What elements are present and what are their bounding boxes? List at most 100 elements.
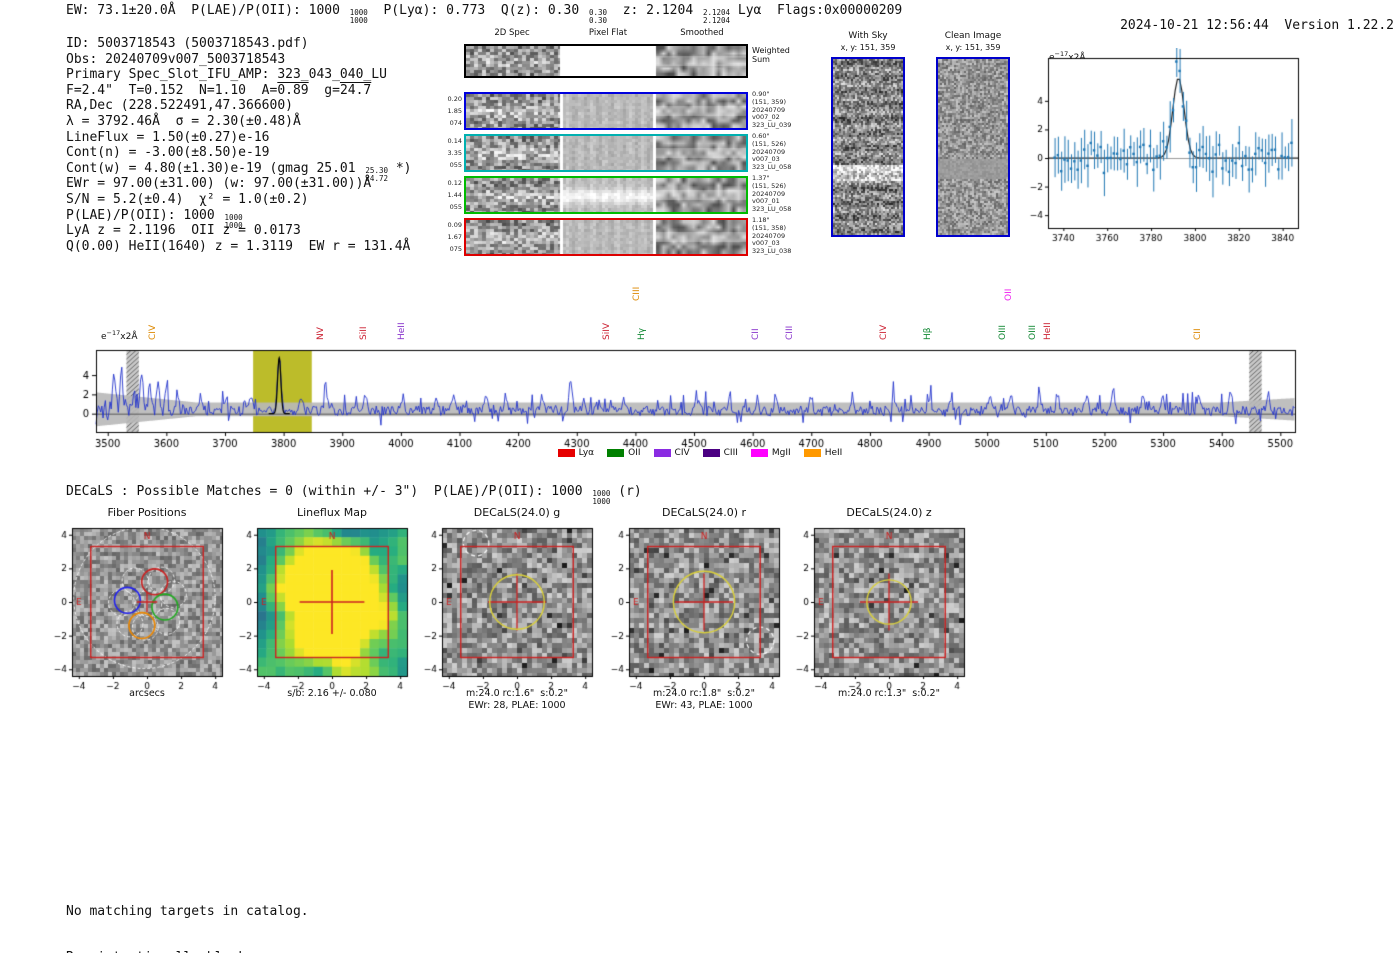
fraction-lower: 1000: [224, 220, 243, 230]
fiber-weight-value: 1.85: [447, 107, 462, 115]
legend-label: CIV: [674, 448, 690, 458]
text-segment: Obs: 20240709v007_5003718543: [66, 51, 286, 67]
fiber-id-line: 20240709: [752, 189, 786, 198]
text-segment: F=2.4" T=0.152 N=1.10 A=: [66, 82, 278, 98]
emission-line-label-ciii: CIII: [632, 286, 643, 301]
info-line-6: λ = 3792.46Å σ = 2.30(±0.48)Å: [66, 114, 411, 130]
text-segment: g=: [308, 82, 340, 98]
info-line-8: Cont(n) = -3.00(±8.50)e-19: [66, 145, 411, 161]
legend-item-mgii: MgII: [750, 448, 791, 458]
fiber-id-line: 323_LU_039: [752, 121, 792, 130]
weighted-sum-row: [464, 44, 748, 78]
panel-title-decals-r: DECaLS(24.0) r: [661, 506, 747, 519]
fiber-cutout-row-3: [464, 176, 748, 214]
fiber-cutout-row-2: [464, 134, 748, 172]
fiber-weight-value: 055: [449, 161, 462, 169]
fraction-upper: 25.30: [365, 165, 388, 175]
legend-swatch: [803, 449, 821, 457]
clean-image: [938, 59, 1008, 235]
decals-z-cutout: [786, 524, 968, 696]
panel-caption-r-1: m:24.0 rc:1.8" s:0.2": [653, 688, 755, 699]
clean-image-title: Clean Image: [944, 31, 1002, 41]
fiber-id-line: 20240709: [752, 147, 786, 156]
panel-title-decals-z: DECaLS(24.0) z: [846, 506, 932, 519]
fiber-row-right-labels-4: 1.18" (151, 358) 20240709 v007_03 323_LU_038: [752, 216, 798, 256]
legend-label: MgII: [771, 448, 791, 458]
fiber-id-line: (151, 358): [752, 223, 787, 232]
weighted-sum-cutouts: [466, 46, 746, 76]
fiber-weight-value: 1.44: [447, 191, 462, 199]
report-summary-header: EW: 73.1±20.0Å P(LAE)/P(OII): 1000 1000 1…: [66, 3, 902, 28]
footer-note: No matching targets in catalog. Row inte…: [66, 874, 309, 953]
stacked-fraction: 1000 1000: [592, 489, 610, 507]
column-header-2d-spec: 2D Spec: [494, 28, 530, 38]
clean-image-frame: [936, 57, 1010, 237]
fraction-lower: 24.72: [365, 174, 388, 184]
text-segment: LyA z = 2.1196 OII z = 0.0173: [66, 223, 301, 239]
fiber-weight-value: 075: [449, 245, 462, 253]
fiber-id-line: v007_03: [752, 239, 780, 248]
text-segment: z: 2.1204: [607, 3, 701, 18]
fiber-weight-value: 0.09: [447, 221, 462, 229]
legend-label: HeII: [824, 448, 843, 458]
fiber-cutout-images-3: [466, 178, 746, 212]
panel-title-lineflux-map: Lineflux Map: [296, 506, 368, 519]
panel-caption-lineflux: s/b: 2.16 +/- 0.080: [287, 688, 377, 699]
legend-label: CIII: [723, 448, 738, 458]
info-line-3: Primary Spec_Slot_IFU_AMP: 323_043_040_L…: [66, 67, 411, 83]
legend-item-oii: OII: [607, 448, 641, 458]
decals-match-header: DECaLS : Possible Matches = 0 (within +/…: [66, 484, 642, 509]
main-spectrum-plot: [60, 336, 1310, 454]
legend-swatch: [750, 449, 768, 457]
fiber-cutout-images-4: [466, 220, 746, 254]
fiber-row-right-labels-3: 1.37" (151, 526) 20240709 v007_01 323_LU_058: [752, 174, 798, 214]
decals-r-cutout: [601, 524, 783, 696]
stacked-fraction: 1000 1000: [350, 8, 368, 26]
fiber-cutout-row-1: [464, 92, 748, 130]
fiber-weight-value: 3.35: [447, 149, 462, 157]
legend-item-civ: CIV: [653, 448, 690, 458]
fiber-id-line: 1.37": [752, 174, 770, 182]
decals-g-cutout: [414, 524, 596, 696]
fiber-id-line: 20240709: [752, 105, 786, 114]
fiber-id-line: 1.18": [752, 216, 770, 224]
fiber-row-left-labels-3: 0.12 1.44 055: [436, 177, 462, 213]
timestamp-version-text: 2024-10-21 12:56:44 Version 1.22.2: [1120, 18, 1394, 33]
detection-info-block: ID: 5003718543 (5003718543.pdf) Obs: 2024…: [66, 36, 411, 254]
info-line-11: S/N = 5.2(±0.4) χ² = 1.0(±0.2): [66, 192, 411, 208]
text-segment: Q(0.00) HeII(1640) z = 1.3119 EW r = 131…: [66, 238, 411, 254]
fiber-weight-value: 1.67: [447, 233, 462, 241]
fiber-id-line: 323_LU_058: [752, 163, 792, 172]
text-segment: LineFlux = 1.50(±0.27)e-16: [66, 129, 270, 145]
legend-label: Lyα: [578, 448, 595, 458]
stacked-fraction: 0.30 0.30: [589, 8, 607, 26]
fiber-id-line: (151, 359): [752, 97, 787, 106]
with-sky-coords: x, y: 151, 359: [840, 43, 896, 52]
text-segment: 24.7: [339, 82, 372, 98]
text-segment: DECaLS : Possible Matches = 0 (within +/…: [66, 484, 591, 499]
weighted-sum-label: Weighted Sum: [752, 46, 790, 64]
column-header-pixel-flat: Pixel Flat: [588, 28, 628, 38]
fiber-weight-value: 0.12: [447, 179, 462, 187]
info-line-4: F=2.4" T=0.152 N=1.10 A=0.89 g=24.7: [66, 83, 411, 99]
text-segment: Cont(w) = 4.80(±1.30)e-19 (gmag 25.01: [66, 160, 364, 176]
fiber-weight-value: 0.20: [447, 95, 462, 103]
legend-item-ciii: CIII: [702, 448, 738, 458]
text-segment: *): [388, 160, 412, 176]
fiber-row-right-labels-2: 0.60" (151, 526) 20240709 v007_03 323_LU_058: [752, 132, 798, 172]
stacked-fraction: 1000 1000: [224, 213, 243, 231]
fiber-id-line: v007_03: [752, 155, 780, 164]
fiber-id-line: v007_02: [752, 113, 780, 122]
fiber-weight-value: 0.14: [447, 137, 462, 145]
footer-line-1: No matching targets in catalog.: [66, 904, 309, 919]
text-segment: Primary Spec_Slot_IFU_AMP: 323_043_040_L…: [66, 67, 387, 83]
text-segment: 0.89: [277, 82, 309, 98]
legend-swatch: [702, 449, 720, 457]
text-segment: RA,Dec (228.522491,47.366600): [66, 98, 293, 114]
fiber-row-left-labels-2: 0.14 3.35 055: [436, 135, 462, 171]
line-fit-inset-plot: [1015, 48, 1315, 248]
fiber-id-line: 0.60": [752, 132, 770, 140]
fiber-id-line: 0.90": [752, 90, 770, 98]
info-line-13: LyA z = 2.1196 OII z = 0.0173: [66, 223, 411, 239]
info-line-12: P(LAE)/P(OII): 1000 1000 1000: [66, 208, 411, 230]
